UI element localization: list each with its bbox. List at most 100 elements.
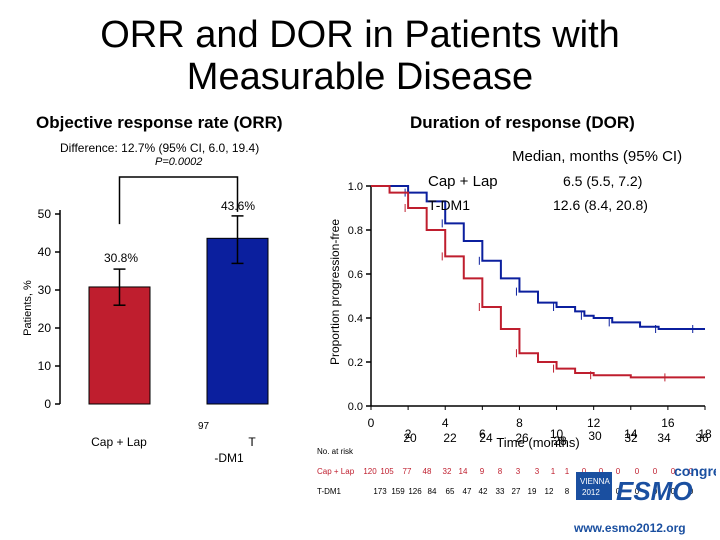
at-risk-value: 173	[373, 487, 387, 496]
orr-category-label: T	[248, 435, 256, 449]
dor-x-tick-label: 10	[550, 427, 564, 441]
orr-y-tick-label: 10	[38, 359, 52, 373]
dor-legend-name: Cap + Lap	[428, 173, 498, 190]
at-risk-value: 47	[463, 487, 472, 496]
at-risk-value: 120	[363, 467, 377, 476]
at-risk-value: 84	[428, 487, 437, 496]
logo-suffix: congress	[674, 463, 716, 479]
dor-legend-median: 12.6 (8.4, 20.8)	[553, 197, 648, 213]
dor-y-tick-label: 0.4	[348, 313, 363, 325]
at-risk-value: 33	[496, 487, 505, 496]
at-risk-value: 9	[480, 467, 485, 476]
dor-x-tick-label: 16	[661, 416, 675, 430]
orr-section-heading: Objective response rate (ORR)	[36, 113, 283, 132]
dor-x-tick-label: 34	[657, 431, 671, 445]
at-risk-value: 0	[582, 467, 587, 476]
dor-y-tick-label: 0.8	[348, 225, 363, 237]
dor-x-tick-label: 6	[479, 427, 486, 441]
dor-x-tick-label: 4	[442, 416, 449, 430]
at-risk-value: 0	[671, 467, 676, 476]
dor-y-axis-label: Proportion progression-free	[328, 219, 342, 365]
orr-y-tick-label: 20	[38, 321, 52, 335]
at-risk-value: 126	[408, 487, 422, 496]
orr-y-axis-label: Patients, %	[22, 280, 34, 336]
dor-x-tick-label: 24	[479, 431, 493, 445]
at-risk-value: 27	[512, 487, 521, 496]
orr-category-label: -DM1	[214, 451, 244, 465]
at-risk-value: 0	[599, 467, 604, 476]
dor-legend-median: 6.5 (5.5, 7.2)	[563, 173, 642, 189]
at-risk-value: 3	[535, 467, 540, 476]
dor-x-tick-label: 22	[443, 431, 457, 445]
orr-count-label: 120/389	[91, 405, 128, 416]
at-risk-value: 0	[689, 487, 694, 496]
orr-y-tick-label: 50	[38, 207, 52, 221]
dor-x-tick-label: 28	[553, 434, 567, 448]
dor-x-tick-label: 26	[515, 431, 529, 445]
at-risk-value: 32	[443, 467, 452, 476]
logo-year: 2012	[582, 488, 600, 497]
dor-x-tick-label: 0	[368, 416, 375, 430]
logo-vienna-box	[576, 472, 612, 500]
dor-y-tick-label: 0.0	[348, 401, 363, 413]
orr-value-label: 30.8%	[104, 251, 138, 265]
at-risk-value: 14	[459, 467, 468, 476]
at-risk-value: 1	[551, 467, 556, 476]
dor-x-tick-label: 2	[405, 427, 412, 441]
page-title-line1: ORR and DOR in Patients with	[100, 14, 620, 56]
dor-y-tick-label: 0.6	[348, 269, 363, 281]
orr-p-value: P=0.0002	[155, 156, 203, 168]
at-risk-row-label: Cap + Lap	[317, 467, 355, 476]
at-risk-value: 0	[653, 487, 658, 496]
dor-y-tick-label: 1.0	[348, 181, 363, 193]
orr-y-tick-label: 30	[38, 283, 52, 297]
orr-y-tick-label: 40	[38, 245, 52, 259]
page-title-line2: Measurable Disease	[186, 56, 534, 98]
at-risk-value: 48	[423, 467, 432, 476]
at-risk-value: 0	[616, 467, 621, 476]
esmo-logo: VIENNA 2012 ESMO congress	[576, 462, 720, 522]
orr-significance-bracket	[118, 176, 239, 225]
at-risk-value: 65	[446, 487, 455, 496]
dor-x-axis-label: Time (months)	[496, 435, 579, 450]
dor-x-tick-label: 20	[403, 431, 417, 445]
dor-x-tick-label: 30	[588, 429, 602, 443]
at-risk-value: 159	[391, 487, 405, 496]
orr-y-tick-label: 0	[44, 397, 51, 411]
at-risk-value: 3	[516, 467, 521, 476]
footer-url[interactable]: www.esmo2012.org	[574, 521, 686, 535]
at-risk-value: 0	[671, 487, 676, 496]
dor-median-header: Median, months (95% CI)	[512, 148, 683, 165]
at-risk-value: 42	[479, 487, 488, 496]
logo-vienna: VIENNA	[580, 477, 610, 486]
dor-x-tick-label: 14	[624, 427, 638, 441]
orr-category-label: Cap + Lap	[91, 435, 147, 449]
orr-count-overflow: 97	[198, 421, 210, 432]
at-risk-row-label: T-DM1	[317, 487, 342, 496]
at-risk-value: 0	[653, 467, 658, 476]
at-risk-value: 105	[380, 467, 394, 476]
dor-x-tick-label: 18	[698, 427, 712, 441]
orr-bar	[206, 237, 269, 405]
dor-km-curve	[371, 185, 705, 379]
dor-y-tick-label: 0.2	[348, 357, 363, 369]
at-risk-value: 8	[498, 467, 503, 476]
at-risk-value: 0	[635, 467, 640, 476]
at-risk-value: 1	[565, 467, 570, 476]
esmo-logo-graphic: VIENNA 2012 ESMO congress	[576, 463, 720, 506]
at-risk-value: 0	[616, 487, 621, 496]
at-risk-value: 0	[689, 467, 694, 476]
dor-section-heading: Duration of response (DOR)	[410, 113, 635, 132]
at-risk-value: 0	[635, 487, 640, 496]
at-risk-header: No. at risk	[317, 447, 354, 456]
dor-x-tick-label: 36	[695, 431, 709, 445]
at-risk-value: 77	[403, 467, 412, 476]
at-risk-value: 8	[565, 487, 570, 496]
page-title: ORR and DOR in Patients with Measurable …	[0, 14, 720, 98]
at-risk-value: 12	[545, 487, 554, 496]
orr-count-label: 173/3	[239, 405, 264, 416]
logo-brand: ESMO	[616, 476, 693, 506]
orr-difference-text: Difference: 12.7% (95% CI, 6.0, 19.4)	[60, 141, 260, 155]
